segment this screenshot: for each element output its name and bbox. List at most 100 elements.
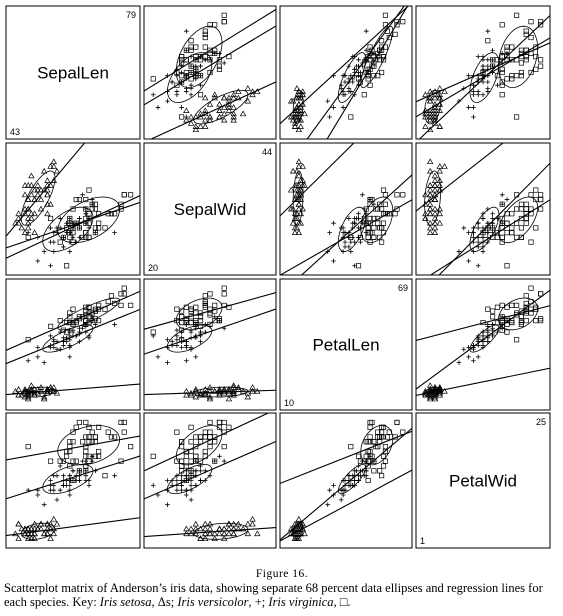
point-plus — [86, 333, 92, 339]
point-square — [509, 211, 515, 217]
point-triangle — [31, 389, 38, 396]
point-triangle — [295, 116, 303, 123]
point-square — [518, 215, 524, 222]
point-triangle — [426, 393, 434, 400]
point-triangle — [211, 94, 218, 101]
point-triangle — [436, 386, 443, 392]
point-triangle — [220, 386, 228, 392]
point-triangle — [431, 116, 439, 123]
regression-line — [144, 25, 276, 106]
point-triangle — [225, 97, 233, 104]
point-square — [112, 300, 118, 306]
point-plus — [93, 230, 98, 235]
point-square — [57, 458, 63, 464]
point-plus — [193, 67, 199, 72]
point-plus — [360, 60, 365, 66]
point-square — [357, 234, 363, 240]
point-square — [386, 429, 392, 435]
point-square — [83, 318, 89, 324]
point-square — [76, 196, 82, 203]
point-plus — [495, 82, 500, 88]
point-triangle — [230, 382, 237, 388]
regression-line — [6, 517, 140, 537]
point-plus — [77, 339, 82, 344]
point-plus — [352, 478, 357, 483]
point-square — [365, 448, 371, 455]
regression-line — [306, 6, 405, 139]
point-square — [89, 318, 95, 324]
point-plus — [83, 220, 89, 226]
point-triangle — [225, 389, 233, 396]
point-plus — [61, 335, 66, 341]
point-plus — [475, 239, 481, 245]
point-plus — [356, 216, 361, 221]
point-square — [363, 206, 369, 212]
point-triangle — [12, 387, 19, 394]
point-plus — [184, 76, 189, 82]
point-plus — [77, 225, 82, 231]
regression-line — [280, 427, 412, 541]
point-square — [494, 57, 500, 63]
point-square — [197, 439, 204, 445]
point-square — [202, 429, 208, 435]
point-square — [504, 230, 510, 236]
point-plus — [356, 225, 361, 231]
point-triangle — [44, 530, 51, 537]
point-triangle — [431, 113, 439, 120]
point-plus — [67, 220, 73, 226]
point-triangle — [34, 182, 41, 188]
point-square — [538, 19, 544, 25]
point-plus — [352, 220, 357, 226]
point-square — [533, 306, 539, 312]
point-triangle — [37, 525, 45, 532]
point-triangle — [44, 182, 51, 188]
point-triangle — [216, 107, 223, 113]
point-square — [514, 302, 520, 308]
point-square — [400, 19, 406, 25]
point-plus — [169, 79, 175, 85]
point-square — [533, 318, 539, 324]
point-triangle — [230, 530, 237, 537]
point-triangle — [24, 224, 32, 231]
point-square — [518, 60, 524, 66]
point-square — [367, 419, 373, 426]
point-square — [92, 453, 98, 459]
point-plus — [193, 483, 199, 488]
point-triangle — [44, 191, 51, 198]
point-square — [380, 57, 387, 63]
point-square — [348, 444, 354, 450]
point-square — [112, 434, 118, 440]
point-square — [485, 306, 491, 312]
point-plus — [184, 492, 189, 498]
point-square — [105, 429, 111, 435]
point-plus — [466, 258, 471, 264]
point-triangle — [206, 395, 214, 402]
point-triangle — [249, 384, 256, 390]
point-triangle — [40, 530, 48, 537]
point-square — [128, 444, 134, 450]
point-triangle — [426, 210, 434, 217]
point-triangle — [295, 126, 303, 133]
point-triangle — [426, 167, 434, 174]
regression-line — [149, 81, 276, 139]
data-ellipse — [498, 25, 539, 89]
point-triangle — [293, 167, 301, 174]
point-triangle — [24, 219, 32, 226]
data-ellipse — [57, 425, 121, 466]
point-square — [83, 196, 89, 203]
point-triangle — [299, 100, 306, 107]
point-triangle — [426, 116, 434, 123]
point-square — [504, 220, 510, 226]
point-plus — [184, 358, 189, 364]
point-plus — [179, 473, 184, 478]
point-triangle — [422, 215, 429, 221]
point-square — [197, 57, 204, 63]
point-plus — [499, 192, 505, 198]
point-plus — [466, 73, 471, 78]
regression-line — [416, 305, 550, 341]
point-triangle — [239, 387, 247, 394]
point-plus — [221, 60, 227, 66]
point-square — [504, 304, 510, 310]
point-triangle — [431, 100, 439, 107]
point-square — [371, 215, 377, 222]
